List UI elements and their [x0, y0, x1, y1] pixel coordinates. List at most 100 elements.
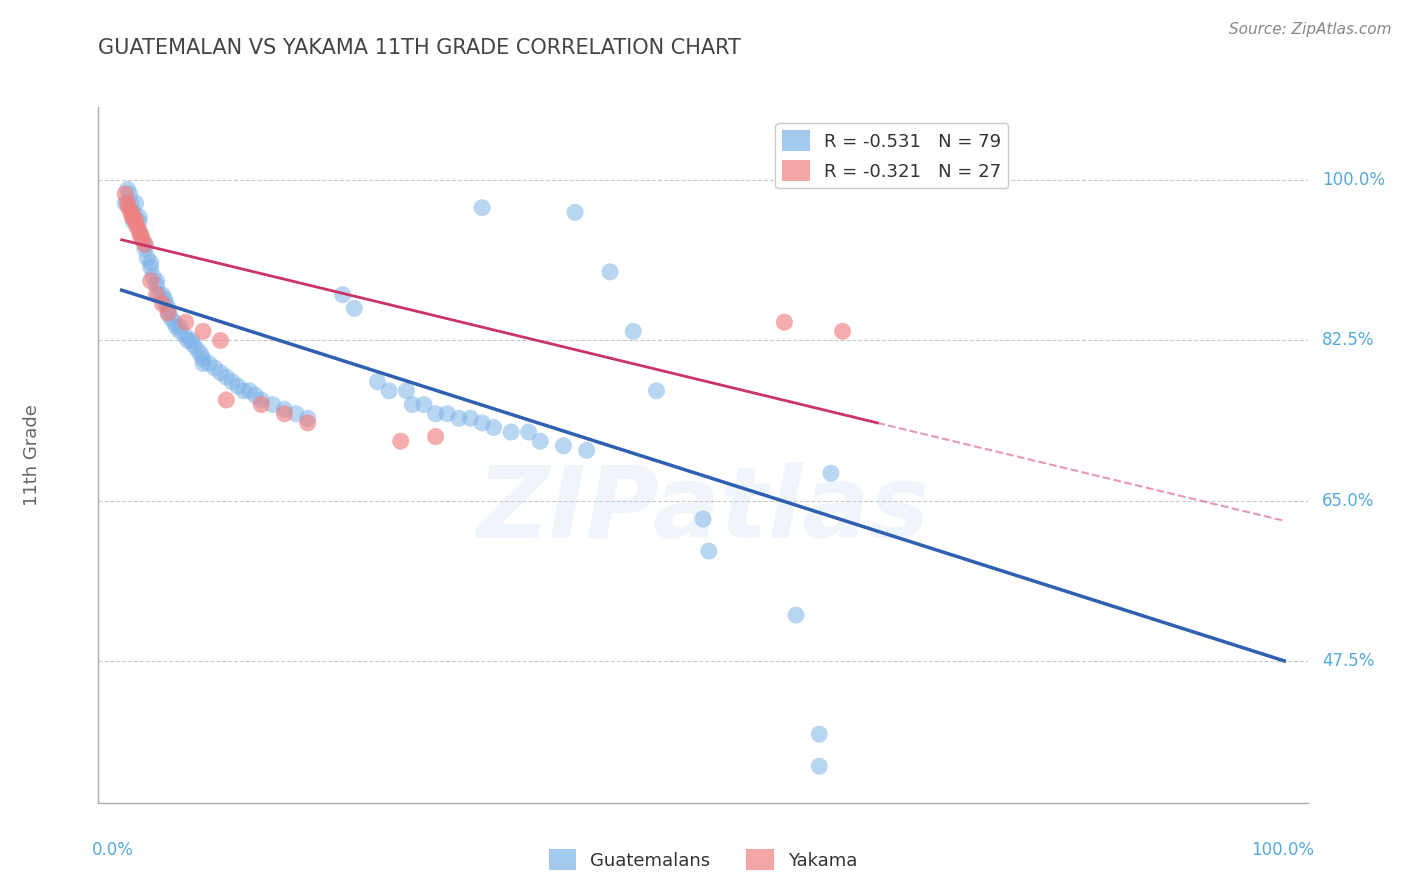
Text: 65.0%: 65.0% [1322, 491, 1375, 509]
Point [165, 319, 187, 334]
Point [332, 287, 354, 301]
Point [471, 201, 494, 215]
Point [198, 356, 221, 370]
Point [460, 411, 482, 425]
Point [174, 315, 197, 329]
Point [425, 429, 447, 443]
Point [150, 287, 173, 301]
Point [120, 196, 142, 211]
Point [131, 228, 153, 243]
Point [145, 278, 167, 293]
Point [134, 242, 156, 256]
Point [697, 544, 720, 558]
Point [517, 425, 540, 439]
Text: 11th Grade: 11th Grade [22, 404, 41, 506]
Point [191, 324, 214, 338]
Point [122, 210, 145, 224]
Point [139, 260, 162, 275]
Point [180, 334, 202, 348]
Point [121, 210, 143, 224]
Point [169, 319, 191, 334]
Point [343, 301, 366, 316]
Point [186, 343, 208, 357]
Point [183, 338, 205, 352]
Text: 100.0%: 100.0% [1322, 171, 1385, 189]
Point [297, 416, 319, 430]
Point [129, 228, 152, 243]
Point [122, 214, 145, 228]
Point [145, 287, 167, 301]
Point [157, 306, 180, 320]
Point [122, 205, 145, 219]
Point [169, 324, 191, 338]
Point [120, 205, 142, 219]
Point [204, 360, 226, 375]
Text: 0.0%: 0.0% [93, 841, 134, 859]
Point [124, 196, 146, 211]
Point [150, 297, 173, 311]
Point [215, 392, 238, 407]
Text: Source: ZipAtlas.com: Source: ZipAtlas.com [1229, 22, 1392, 37]
Text: ZIPatlas: ZIPatlas [477, 462, 929, 559]
Point [645, 384, 668, 398]
Point [190, 347, 212, 361]
Point [599, 265, 621, 279]
Point [191, 351, 214, 366]
Text: 100.0%: 100.0% [1250, 841, 1313, 859]
Point [250, 392, 273, 407]
Text: 47.5%: 47.5% [1322, 652, 1375, 670]
Point [136, 251, 159, 265]
Point [250, 398, 273, 412]
Point [273, 407, 295, 421]
Point [177, 334, 200, 348]
Point [209, 334, 232, 348]
Point [117, 196, 139, 211]
Point [125, 219, 148, 233]
Point [395, 384, 418, 398]
Point [436, 407, 458, 421]
Point [447, 411, 470, 425]
Point [366, 375, 388, 389]
Point [273, 402, 295, 417]
Point [232, 384, 254, 398]
Point [389, 434, 412, 449]
Point [773, 315, 796, 329]
Point [425, 407, 447, 421]
Point [575, 443, 598, 458]
Point [831, 324, 853, 338]
Point [128, 214, 150, 228]
Point [401, 398, 423, 412]
Point [482, 420, 505, 434]
Point [262, 398, 284, 412]
Point [621, 324, 644, 338]
Point [139, 274, 162, 288]
Point [820, 467, 842, 481]
Point [564, 205, 586, 219]
Point [378, 384, 401, 398]
Point [174, 329, 197, 343]
Point [128, 210, 150, 224]
Point [209, 366, 232, 380]
Point [114, 187, 136, 202]
Point [157, 306, 180, 320]
Point [163, 315, 186, 329]
Point [128, 224, 150, 238]
Point [808, 727, 831, 741]
Point [471, 416, 494, 430]
Point [785, 608, 807, 623]
Point [692, 512, 714, 526]
Point [153, 293, 176, 307]
Point [297, 411, 319, 425]
Point [221, 375, 243, 389]
Point [808, 759, 831, 773]
Point [226, 379, 249, 393]
Legend: Guatemalans, Yakama: Guatemalans, Yakama [541, 842, 865, 877]
Point [134, 237, 156, 252]
Point [553, 439, 575, 453]
Point [134, 237, 156, 252]
Text: GUATEMALAN VS YAKAMA 11TH GRADE CORRELATION CHART: GUATEMALAN VS YAKAMA 11TH GRADE CORRELAT… [98, 38, 741, 58]
Point [191, 356, 214, 370]
Point [155, 297, 177, 311]
Point [285, 407, 308, 421]
Point [529, 434, 551, 449]
